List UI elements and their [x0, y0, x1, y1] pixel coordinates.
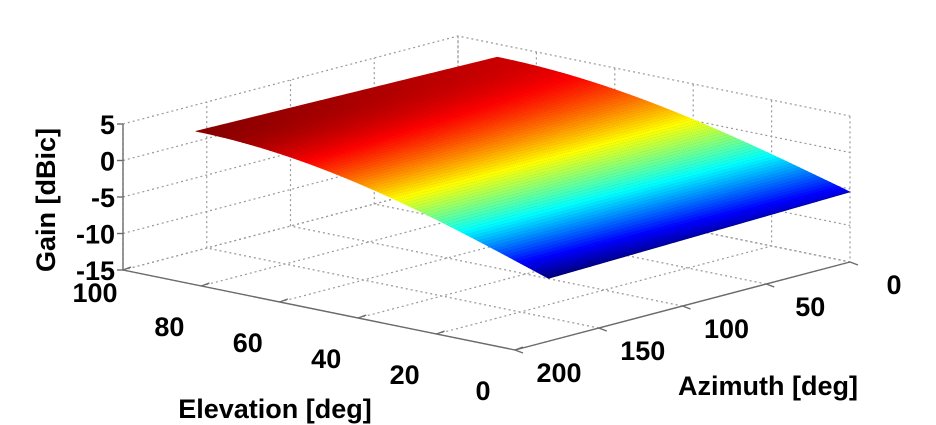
y-tick-label: 0: [475, 376, 490, 406]
y-tick-mark: [436, 330, 445, 335]
z-tick-label: 5: [100, 110, 115, 140]
y-tick-mark: [357, 314, 367, 319]
mesh-line: [548, 191, 851, 279]
x-tick-label: 150: [620, 336, 665, 366]
x-tick-mark: [849, 261, 859, 266]
x-gridline: [289, 80, 683, 307]
x-tick-label: 0: [886, 270, 901, 300]
y-tick-mark: [514, 346, 524, 351]
x-tick-mark: [514, 349, 524, 354]
surface: [195, 56, 851, 279]
x-tick-label: 200: [536, 358, 581, 388]
x-tick-mark: [766, 283, 775, 288]
y-tick-label: 40: [311, 344, 341, 374]
y-axis-label: Elevation [deg]: [178, 394, 372, 424]
y-axis-line: [122, 269, 516, 351]
y-tick-mark: [201, 282, 210, 287]
z-tick-label: -15: [76, 256, 115, 286]
x-gridline: [373, 58, 767, 285]
x-axis-label: Azimuth [deg]: [678, 371, 858, 401]
z-tick-label: -5: [91, 183, 115, 213]
y-tick-label: 80: [154, 312, 184, 342]
y-tick-mark: [122, 266, 132, 271]
x-tick-label: 50: [795, 292, 825, 322]
x-tick-mark: [598, 327, 607, 332]
y-tick-label: 100: [72, 278, 117, 308]
y-tick-label: 60: [233, 328, 263, 358]
x-tick-label: 100: [704, 314, 749, 344]
z-tick-label: 0: [100, 147, 115, 177]
y-tick-label: 20: [390, 360, 420, 390]
z-axis-label: Gain [dBic]: [31, 128, 61, 272]
y-gridline: [436, 100, 773, 335]
x-tick-mark: [682, 305, 691, 310]
z-tick-label: -10: [76, 220, 115, 250]
y-tick-mark: [279, 298, 289, 303]
